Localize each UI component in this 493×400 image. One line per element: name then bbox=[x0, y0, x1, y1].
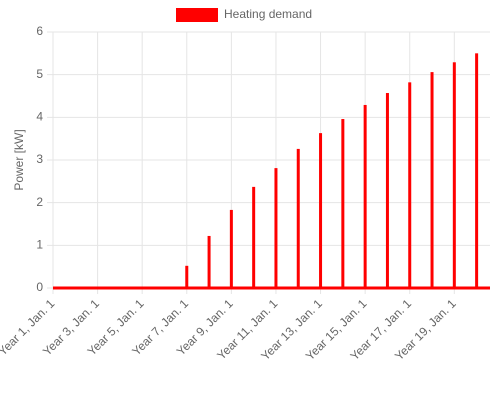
spike bbox=[408, 82, 412, 288]
y-axis-label: Power [kW] bbox=[12, 129, 26, 190]
y-tick-label: 0 bbox=[36, 280, 43, 294]
y-tick-label: 4 bbox=[36, 110, 43, 124]
spike bbox=[341, 119, 345, 288]
spike bbox=[207, 235, 211, 288]
spike bbox=[319, 133, 323, 288]
y-tick-label: 2 bbox=[36, 195, 43, 209]
spike bbox=[274, 168, 278, 288]
spike bbox=[385, 93, 389, 288]
spike bbox=[475, 53, 479, 289]
y-tick-label: 5 bbox=[36, 67, 43, 81]
legend-label[interactable]: Heating demand bbox=[224, 7, 312, 21]
spike bbox=[252, 186, 256, 288]
spike bbox=[296, 148, 300, 288]
spike bbox=[452, 62, 456, 288]
legend-swatch[interactable] bbox=[176, 8, 218, 22]
y-tick-label: 3 bbox=[36, 152, 43, 166]
spike bbox=[363, 104, 367, 289]
spike bbox=[229, 209, 233, 288]
spike bbox=[185, 265, 189, 288]
y-tick-label: 1 bbox=[36, 238, 43, 252]
y-tick-label: 6 bbox=[36, 24, 43, 38]
spike bbox=[430, 72, 434, 289]
